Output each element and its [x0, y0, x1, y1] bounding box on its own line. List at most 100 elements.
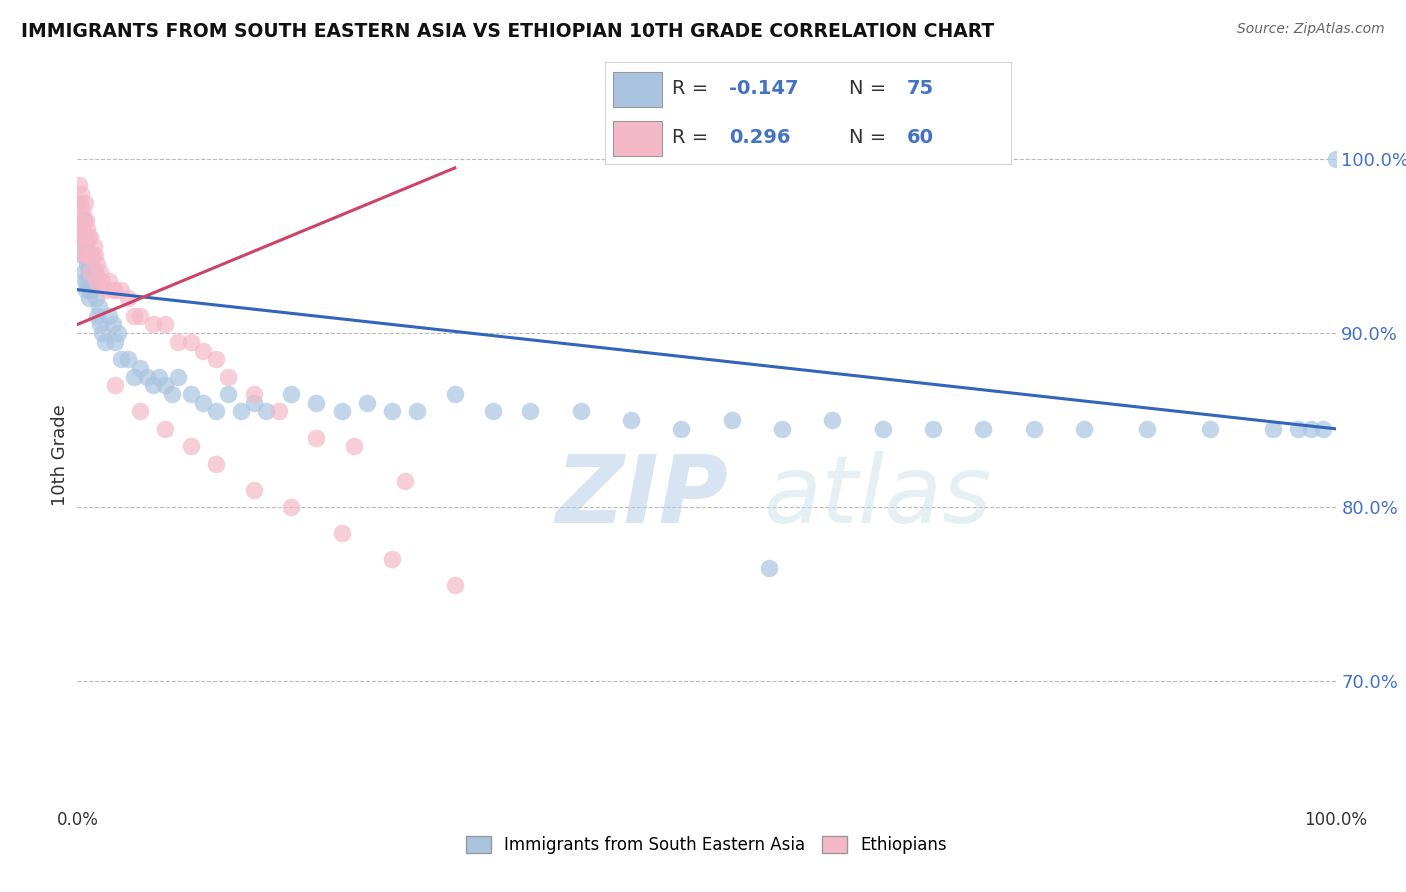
Text: -0.147: -0.147 [728, 79, 799, 98]
Point [101, 318, 124, 332]
Point [129, 404, 152, 418]
Point [104, 334, 127, 349]
Point [77, 291, 100, 305]
Point [94, 283, 117, 297]
Point [343, 439, 366, 453]
Point [72, 213, 94, 227]
Point [280, 387, 302, 401]
Point [117, 291, 139, 305]
Point [86, 309, 108, 323]
Point [191, 343, 215, 358]
Point [79, 283, 101, 297]
FancyBboxPatch shape [613, 121, 662, 156]
Point [72, 204, 94, 219]
Point [72, 248, 94, 262]
Point [242, 483, 264, 497]
Point [821, 413, 844, 427]
Point [73, 195, 96, 210]
Point [242, 395, 264, 409]
Y-axis label: 10th Grade: 10th Grade [51, 404, 69, 506]
Point [84, 291, 107, 305]
Text: R =: R = [672, 128, 714, 147]
Point [89, 265, 111, 279]
Point [394, 474, 416, 488]
Point [94, 334, 117, 349]
Point [69, 230, 91, 244]
Text: atlas: atlas [763, 451, 991, 542]
Point [67, 178, 90, 193]
Point [79, 265, 101, 279]
Point [135, 369, 157, 384]
Text: Source: ZipAtlas.com: Source: ZipAtlas.com [1237, 22, 1385, 37]
Point [73, 274, 96, 288]
Point [122, 369, 145, 384]
Point [82, 283, 104, 297]
Point [872, 422, 894, 436]
Point [444, 578, 467, 592]
Point [66, 195, 89, 210]
Point [1286, 422, 1309, 436]
Point [204, 457, 226, 471]
Point [922, 422, 945, 436]
Point [84, 274, 107, 288]
Point [191, 395, 215, 409]
Point [72, 248, 94, 262]
Point [155, 422, 177, 436]
Point [1312, 422, 1334, 436]
Point [89, 318, 111, 332]
Point [569, 404, 592, 418]
Point [155, 318, 177, 332]
Point [356, 395, 378, 409]
FancyBboxPatch shape [613, 71, 662, 106]
Point [73, 239, 96, 253]
Text: ZIP: ZIP [555, 450, 728, 542]
Point [620, 413, 643, 427]
Point [1299, 422, 1322, 436]
Point [1073, 422, 1095, 436]
Point [204, 404, 226, 418]
Point [671, 422, 693, 436]
Point [76, 274, 98, 288]
Point [254, 404, 277, 418]
Point [70, 221, 93, 235]
Point [80, 248, 103, 262]
Point [79, 265, 101, 279]
Point [91, 326, 114, 340]
Point [117, 352, 139, 367]
Text: 60: 60 [907, 128, 934, 147]
Point [67, 213, 90, 227]
Point [1136, 422, 1159, 436]
Point [110, 283, 132, 297]
Point [77, 230, 100, 244]
Point [330, 404, 353, 418]
Point [70, 186, 93, 201]
Point [80, 256, 103, 270]
Text: 0.296: 0.296 [728, 128, 790, 147]
Text: N =: N = [849, 128, 893, 147]
Point [75, 213, 97, 227]
Point [104, 283, 127, 297]
Point [91, 274, 114, 288]
Point [69, 195, 91, 210]
Point [167, 334, 190, 349]
Point [180, 387, 202, 401]
Point [1022, 422, 1045, 436]
Point [76, 256, 98, 270]
Point [1324, 152, 1347, 166]
Point [481, 404, 503, 418]
Text: 75: 75 [907, 79, 934, 98]
Point [770, 422, 793, 436]
Point [519, 404, 541, 418]
Point [72, 213, 94, 227]
Point [180, 334, 202, 349]
Point [110, 352, 132, 367]
Point [142, 318, 165, 332]
Point [97, 274, 120, 288]
Point [160, 387, 183, 401]
Point [70, 221, 93, 235]
Point [972, 422, 994, 436]
Point [84, 265, 107, 279]
Point [86, 256, 108, 270]
Legend: Immigrants from South Eastern Asia, Ethiopians: Immigrants from South Eastern Asia, Ethi… [460, 829, 953, 861]
Point [77, 248, 100, 262]
